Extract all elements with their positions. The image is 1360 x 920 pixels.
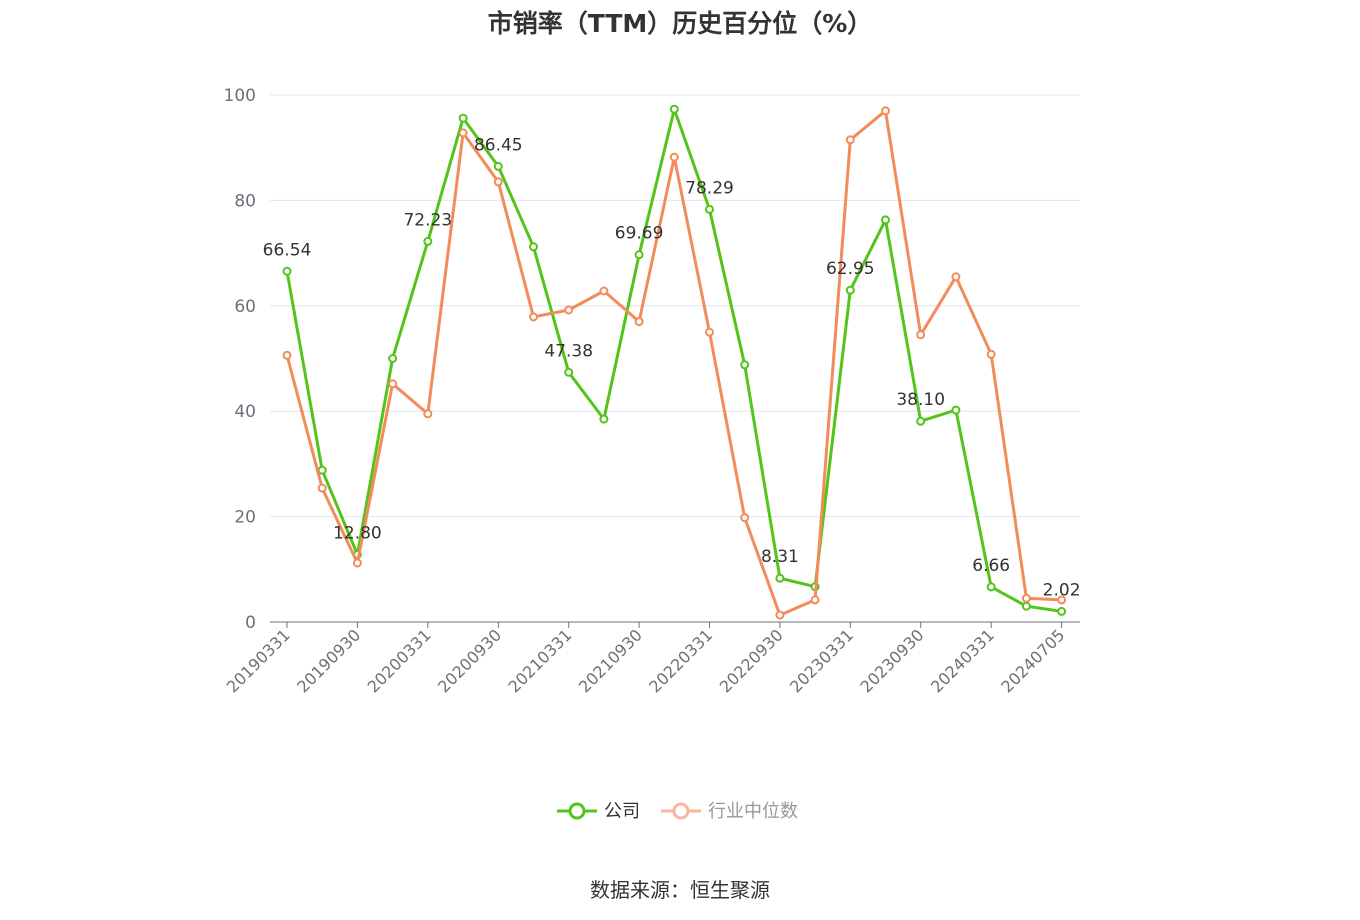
series-point xyxy=(529,242,538,252)
data-label: 47.38 xyxy=(544,341,593,361)
legend-item[interactable]: 行业中位数 xyxy=(661,801,798,822)
series-point xyxy=(845,135,855,145)
y-tick-label: 60 xyxy=(234,297,256,317)
x-tick-label: 20220331 xyxy=(645,625,716,696)
y-axis-ticks: 0 20 40 60 80 100 xyxy=(224,86,256,633)
series-point xyxy=(493,177,503,187)
series-point xyxy=(705,204,714,214)
data-label: 78.29 xyxy=(685,178,734,198)
y-tick-label: 0 xyxy=(245,613,256,633)
series-point xyxy=(1057,606,1067,616)
x-tick-label: 20230930 xyxy=(857,625,928,696)
series-point xyxy=(916,330,926,340)
series-point xyxy=(1021,593,1031,603)
chart-title: 市销率（TTM）历史百分位（%） xyxy=(487,9,873,38)
series-point xyxy=(599,414,609,424)
series-point xyxy=(634,317,644,327)
legend-marker xyxy=(672,802,690,820)
x-tick-label: 20210930 xyxy=(575,625,646,696)
series-point xyxy=(634,250,644,260)
series-point xyxy=(493,161,503,171)
data-label: 69.69 xyxy=(615,224,664,244)
series-公司 xyxy=(282,104,1067,616)
chart-legend: 公司 行业中位数 xyxy=(557,801,798,822)
series-point xyxy=(810,595,820,605)
series-point xyxy=(740,360,750,370)
source-note: 数据来源：恒生聚源 xyxy=(590,878,770,902)
legend-marker xyxy=(568,802,586,820)
x-tick-label: 20220930 xyxy=(716,625,787,696)
x-tick-label: 20190930 xyxy=(293,625,364,696)
series-point xyxy=(423,409,433,419)
data-label: 12.80 xyxy=(333,524,382,544)
series-point xyxy=(458,128,468,138)
data-label: 38.10 xyxy=(896,390,945,410)
series-point xyxy=(352,558,362,568)
series-point xyxy=(740,513,750,523)
series-layer xyxy=(282,104,1067,620)
series-point xyxy=(986,582,996,592)
x-tick-label: 20240705 xyxy=(997,625,1068,696)
series-line xyxy=(285,109,1062,617)
series-point xyxy=(775,573,785,583)
y-tick-label: 100 xyxy=(224,86,256,106)
series-point xyxy=(564,367,574,377)
series-point xyxy=(529,312,538,322)
x-tick-label: 20240331 xyxy=(927,625,998,696)
series-point xyxy=(951,272,961,282)
series-行业中位数 xyxy=(282,106,1067,620)
y-tick-label: 40 xyxy=(234,402,256,422)
series-point xyxy=(282,350,292,360)
series-point xyxy=(1057,595,1067,605)
data-label: 86.45 xyxy=(474,135,523,155)
series-point xyxy=(881,215,890,225)
series-point xyxy=(916,416,926,426)
legend-item[interactable]: 公司 xyxy=(557,801,640,822)
x-tick-label: 20230331 xyxy=(786,625,857,696)
series-point xyxy=(705,327,714,337)
data-label: 6.66 xyxy=(972,556,1010,576)
series-point xyxy=(317,465,327,475)
series-point xyxy=(388,379,398,389)
data-label: 72.23 xyxy=(403,210,452,230)
x-tick-label: 20200331 xyxy=(364,625,435,696)
series-point xyxy=(881,106,890,116)
data-labels: 66.54 12.80 72.23 86.45 47.38 69.69 78.2… xyxy=(263,135,1081,600)
series-point xyxy=(423,236,433,246)
series-point xyxy=(669,104,679,114)
y-tick-label: 20 xyxy=(234,508,256,528)
y-tick-label: 80 xyxy=(234,191,256,211)
series-point xyxy=(599,286,609,296)
series-point xyxy=(458,113,468,123)
series-point xyxy=(986,349,996,359)
series-point xyxy=(669,152,679,162)
data-label: 66.54 xyxy=(263,240,312,260)
series-point xyxy=(1021,601,1031,611)
series-point xyxy=(951,405,961,415)
series-point xyxy=(317,483,327,493)
series-line xyxy=(285,107,1062,613)
x-tick-label: 20210331 xyxy=(505,625,576,696)
series-point xyxy=(845,285,855,295)
series-point xyxy=(564,305,574,315)
series-point xyxy=(282,266,292,276)
legend-label: 行业中位数 xyxy=(708,801,798,822)
legend-label: 公司 xyxy=(604,801,640,822)
x-axis-ticks: 20190331 20190930 20200331 20200930 2021… xyxy=(223,622,1068,696)
series-point xyxy=(388,354,398,363)
series-point xyxy=(775,610,785,620)
x-tick-label: 20200930 xyxy=(434,625,505,696)
data-label: 8.31 xyxy=(761,547,799,567)
x-tick-label: 20190331 xyxy=(223,625,294,696)
data-label: 62.95 xyxy=(826,259,875,279)
data-label: 2.02 xyxy=(1043,580,1081,600)
